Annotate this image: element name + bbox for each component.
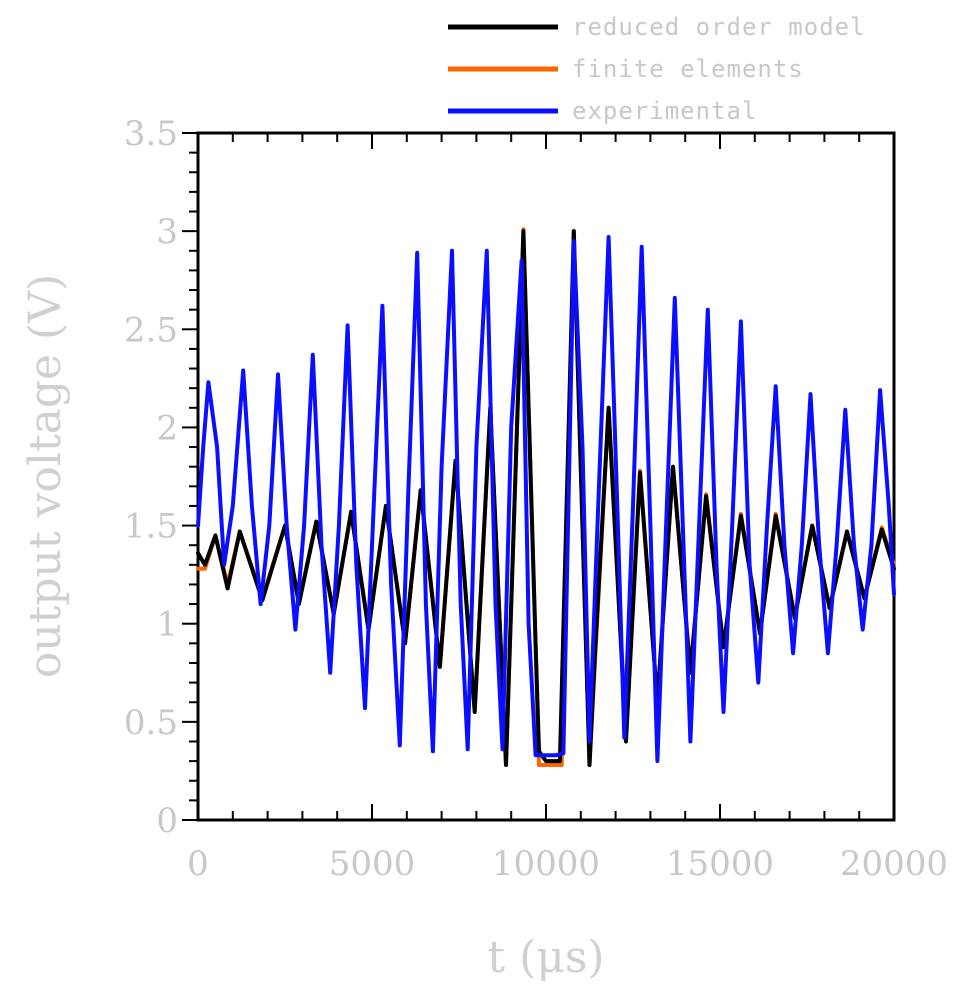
y-tick-label: 0 (156, 801, 178, 841)
y-tick-label: 3 (156, 212, 178, 252)
y-tick-label: 1 (156, 605, 178, 645)
x-tick-label: 20000 (840, 844, 948, 884)
x-tick-label: 0 (187, 844, 209, 884)
y-axis-ticks: 0 0.5 1 1.5 2 2.5 3 3.5 (124, 114, 198, 841)
x-tick-label: 15000 (666, 844, 774, 884)
legend-label: reduced order model (572, 13, 866, 41)
series-lines (196, 227, 896, 767)
x-tick-label: 10000 (492, 844, 600, 884)
legend: reduced order model finite elements experi… (448, 13, 866, 125)
series-line-reduced-order-model (196, 229, 896, 767)
y-tick-label: 2 (156, 408, 178, 448)
y-tick-label: 1.5 (124, 507, 178, 547)
y-tick-label: 0.5 (124, 703, 178, 743)
x-tick-label: 5000 (329, 844, 416, 884)
y-tick-label: 2.5 (124, 310, 178, 350)
y-tick-label: 3.5 (124, 114, 178, 154)
plot-frame (196, 131, 896, 822)
legend-label: finite elements (572, 55, 804, 83)
legend-label: experimental (572, 97, 757, 125)
plot-area (196, 131, 896, 822)
series-line-finite-elements (196, 227, 896, 767)
y-axis-label: output voltage (V) (20, 274, 71, 678)
x-axis-ticks: 0 5000 10000 15000 20000 (187, 133, 948, 884)
x-axis-label: t (μs) (487, 932, 604, 983)
series-line-experimental (196, 235, 896, 764)
